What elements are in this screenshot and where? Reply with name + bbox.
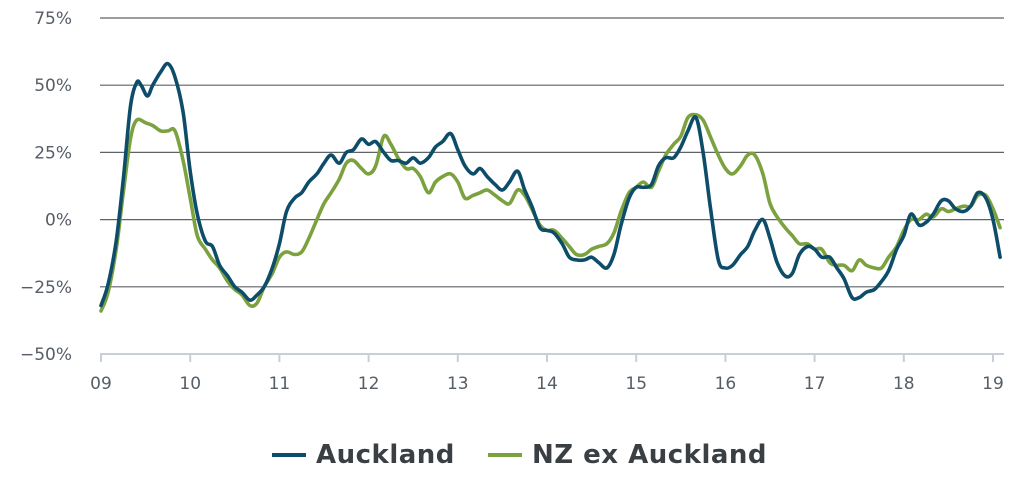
x-tick-label: 10 [179,374,201,394]
x-tick-label: 19 [982,374,1004,394]
legend-item-auckland: Auckland [272,440,455,470]
x-tick-label: 12 [358,374,380,394]
legend-label-nz-ex-auckland: NZ ex Auckland [532,440,767,470]
series-line-nz-ex-auckland [99,112,1002,313]
x-tick-label: 11 [269,374,291,394]
x-tick-label: 14 [536,374,558,394]
legend: Auckland NZ ex Auckland [272,440,767,470]
x-tick-label: 17 [804,374,826,394]
x-tick-label: 18 [893,374,915,394]
y-tick-label: −50% [20,345,72,365]
x-tick-label: 15 [625,374,647,394]
x-tick-label: 13 [447,374,469,394]
series-lines [99,61,1002,313]
y-tick-label: 75% [34,9,72,29]
y-tick-label: 25% [34,143,72,163]
series-line-auckland [99,61,1002,308]
x-tick-label: 16 [715,374,737,394]
y-tick-label: 50% [34,76,72,96]
x-tick-label: 09 [90,374,112,394]
y-tick-label: −25% [20,278,72,298]
y-axis: 75% 50% 25% 0% −25% −50% [20,9,72,365]
legend-label-auckland: Auckland [316,440,455,470]
gridlines [100,17,1004,355]
x-axis: 09 10 11 12 13 14 15 16 17 18 19 [90,354,1004,394]
legend-item-nz-ex-auckland: NZ ex Auckland [488,440,767,470]
y-tick-label: 0% [45,211,72,231]
